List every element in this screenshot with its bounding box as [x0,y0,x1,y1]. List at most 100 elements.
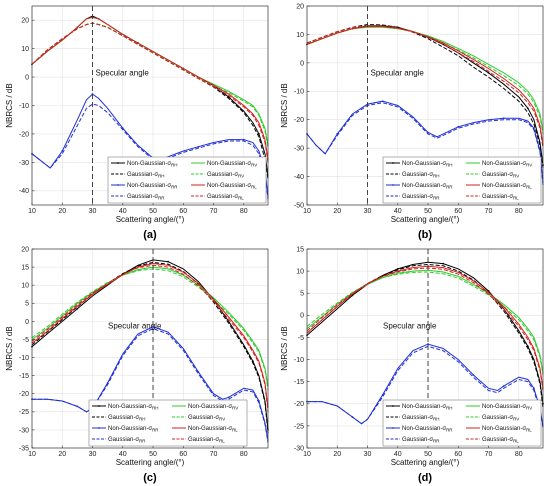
chart-panel-d: 10 20 30 40 50 60 70 80 15 10 5 0 -5 -10 -15 -20 -25 -30 S… [275,243,550,486]
legend-label: Non-Gaussian-σRH [402,161,453,168]
legend-box [382,156,542,204]
legend-name: Gaussian-σ [402,437,433,443]
legend-name: Non-Gaussian-σ [482,183,526,189]
legend-name: Gaussian-σ [402,415,433,421]
legend-name: Gaussian-σ [207,194,238,200]
series-line-5 [306,102,544,186]
legend-name: Non-Gaussian-σ [207,161,251,167]
legend-subscript: RL [526,428,532,433]
series-marker-4 [381,100,384,103]
legend-label: Non-Gaussian-σRV [188,404,238,411]
legend-name: Non-Gaussian-σ [482,161,526,167]
legend-subscript: RH [446,406,453,411]
y-tick-label: 15 [296,246,304,253]
y-tick-label: -5 [298,335,304,342]
series-line-3 [306,271,544,376]
legend-name: Gaussian-σ [482,437,513,443]
series-marker-4 [242,138,245,141]
legend-label: Gaussian-σRV [482,415,519,422]
legend-box [88,399,248,447]
axes-frame [306,248,544,449]
legend-subscript: RR [171,185,178,190]
series-marker-4 [227,396,230,399]
legend-name: Non-Gaussian-σ [188,404,232,410]
series-line-1 [306,263,544,409]
x-tick-label: 10 [28,451,36,458]
legend-name: Gaussian-σ [188,437,219,443]
series-group [306,261,544,429]
legend-subscript: RV [219,417,225,422]
x-tick-label: 20 [58,208,66,215]
x-tick-label: 60 [179,208,187,215]
y-tick-label: 20 [21,246,29,253]
panel-caption: (a) [143,229,157,241]
series-marker-4 [427,343,429,345]
legend-label: Non-Gaussian-σRR [402,183,453,190]
legend-subscript: RV [238,174,244,179]
legend-name: Non-Gaussian-σ [207,183,251,189]
legend-marker [98,427,100,429]
legend-name: Gaussian-σ [482,415,513,421]
chart-panel-b: 10 20 30 40 50 60 70 80 20 10 0 -10 -20 -30 -40 -50 Scat… [275,0,550,243]
legend-label: Gaussian-σRR [127,194,165,201]
legend-label: Gaussian-σRR [402,437,440,444]
legend-subscript: RR [158,196,165,201]
legend-subscript: RL [513,196,519,201]
x-tick-label: 50 [149,208,157,215]
y-tick-label: -40 [294,174,304,181]
series-marker-0 [526,107,529,110]
y-tick-label: -20 [294,117,304,124]
legend-label: Non-Gaussian-σRV [482,161,532,168]
x-axis-label: Scattering angle/(°) [391,458,460,467]
legend-name: Non-Gaussian-σ [482,404,526,410]
legend-label: Gaussian-σRL [482,437,519,444]
legend-subscript: RH [158,174,165,179]
legend-label: Gaussian-σRH [108,415,146,422]
x-tick-label: 60 [454,208,462,215]
series-group [31,259,269,443]
series-marker-4 [152,325,154,328]
x-tick-label: 30 [364,208,372,215]
x-tick-label: 10 [303,208,311,215]
y-tick-label: 10 [296,269,304,276]
x-axis-label: Scattering angle/(°) [391,215,460,224]
panel-caption: (d) [418,472,432,484]
series-line-4 [306,100,544,183]
panel-caption: (c) [143,472,157,484]
x-tick-label: 80 [515,208,523,215]
series-marker-4 [502,117,505,120]
specular-annotation: Specular angle [96,69,150,78]
chart-panel-c: 10 20 30 40 50 60 70 80 20 15 10 5 0 -5 -10 -15 -20 -25 -3… [0,243,275,486]
x-tick-label: 80 [515,451,523,458]
series-marker-4 [197,145,200,148]
y-tick-label: -30 [294,445,304,452]
legend-label: Gaussian-σRH [127,172,165,179]
y-tick-label: -30 [19,160,29,167]
series-marker-4 [457,125,460,128]
legend-name: Gaussian-σ [108,437,139,443]
legend-name: Non-Gaussian-σ [402,183,446,189]
y-tick-label: -5 [23,337,29,344]
series-line-2 [31,266,269,387]
series-line-6 [306,265,544,389]
x-tick-label: 40 [394,208,402,215]
legend-name: Non-Gaussian-σ [402,404,446,410]
legend-name: Gaussian-σ [188,415,219,421]
series-line-7 [306,267,544,391]
x-tick-label: 50 [424,208,432,215]
legend-name: Non-Gaussian-σ [108,426,152,432]
series-line-7 [31,22,269,163]
legend-label: Non-Gaussian-σRH [108,404,159,411]
legend-subscript: RL [219,439,225,444]
x-tick-label: 50 [149,451,157,458]
legend-label: Gaussian-σRH [402,172,440,179]
series-line-1 [31,261,269,434]
legend-name: Gaussian-σ [108,415,139,421]
legend-label: Non-Gaussian-σRL [482,426,532,433]
legend-subscript: RH [446,163,453,168]
x-tick-label: 80 [240,451,248,458]
chart-a: 10 20 30 40 50 60 70 80 20 10 0 -10 -20 -30 -40 Scatter… [5,5,269,241]
y-tick-label: -30 [19,427,29,434]
legend-label: Gaussian-σRR [108,437,146,444]
